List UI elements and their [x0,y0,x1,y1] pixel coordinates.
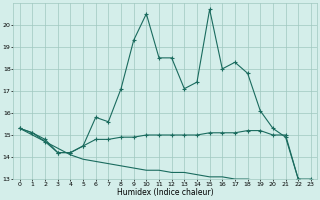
X-axis label: Humidex (Indice chaleur): Humidex (Indice chaleur) [117,188,214,197]
